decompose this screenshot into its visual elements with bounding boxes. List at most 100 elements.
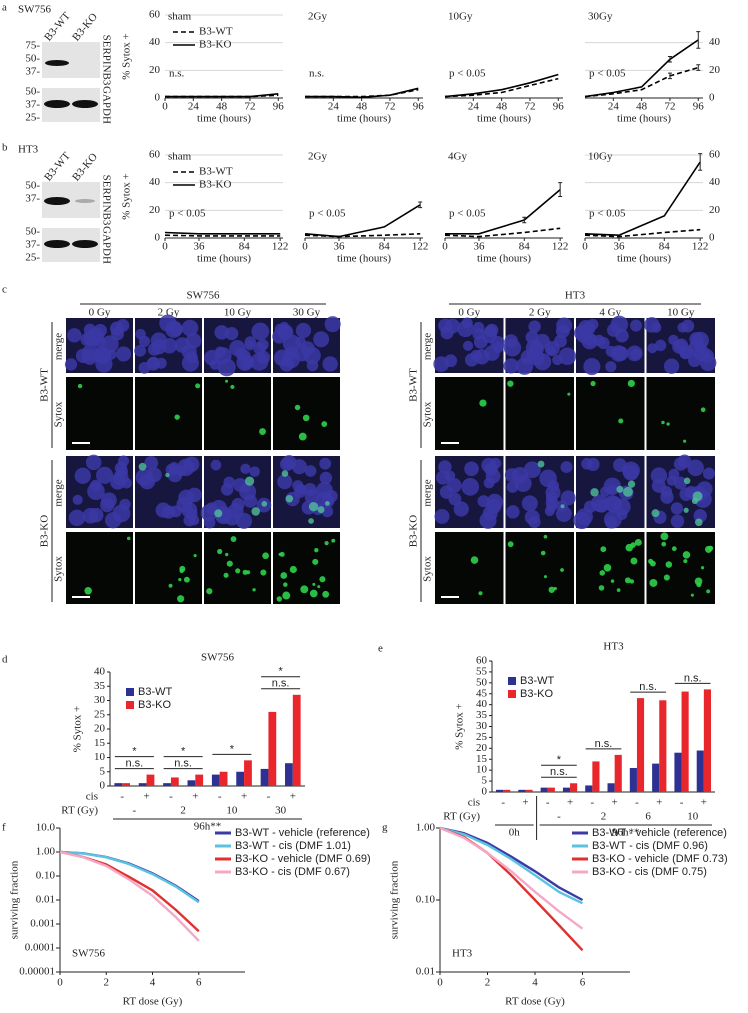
y-axis-label: % Sytox + bbox=[454, 703, 466, 750]
x-tick-label: 72 bbox=[524, 101, 535, 113]
annotation: p < 0.05 bbox=[589, 68, 626, 80]
dead-cell bbox=[285, 494, 294, 503]
x-axis-label: time (hours) bbox=[197, 253, 251, 265]
panel-title: 2Gy bbox=[308, 151, 327, 163]
sytox-cell bbox=[225, 379, 229, 383]
channel-label: Sytox bbox=[422, 401, 434, 427]
y-tick-label: 20 bbox=[476, 742, 488, 754]
nucleus bbox=[644, 317, 660, 333]
sytox-cell bbox=[177, 595, 185, 603]
sytox-cell bbox=[543, 534, 548, 539]
panel-letter: c bbox=[2, 284, 7, 296]
y-tick-label: 40 bbox=[709, 176, 721, 188]
y-tick-label: 35 bbox=[476, 709, 488, 721]
y-tick-label: 5 bbox=[482, 775, 488, 787]
nucleus bbox=[558, 347, 577, 366]
y-tick-label: 60 bbox=[709, 149, 721, 161]
nucleus bbox=[251, 322, 270, 341]
genotype-label: B3-WT bbox=[39, 368, 51, 402]
y-tick-label: 0 bbox=[709, 232, 715, 244]
nucleus bbox=[72, 494, 83, 505]
nucleus bbox=[610, 315, 629, 334]
legend-label: B3-WT - cis (DMF 1.01) bbox=[235, 840, 351, 852]
sytox-cell bbox=[507, 541, 514, 548]
time-label: 96h** bbox=[194, 821, 222, 833]
sytox-image bbox=[646, 377, 715, 450]
nucleus bbox=[229, 339, 246, 357]
y-tick-label: 30 bbox=[476, 720, 488, 732]
cis-label: + bbox=[522, 797, 528, 809]
y-axis-label: % Sytox + bbox=[121, 33, 133, 80]
dose-label: 2 Gy bbox=[529, 307, 551, 319]
nucleus bbox=[214, 346, 226, 358]
nucleus bbox=[116, 319, 130, 332]
y-tick-label: 60 bbox=[149, 149, 161, 161]
series-line bbox=[444, 77, 559, 98]
nucleus bbox=[521, 495, 538, 512]
nucleus bbox=[203, 516, 216, 529]
y-tick-label: 0.01 bbox=[416, 966, 435, 978]
x-tick-label: 6 bbox=[196, 977, 202, 989]
series-line bbox=[439, 826, 584, 930]
bar bbox=[268, 711, 277, 786]
error-bar bbox=[558, 182, 563, 197]
nucleus bbox=[116, 346, 132, 362]
y-tick-label: 40 bbox=[476, 698, 488, 710]
band bbox=[44, 240, 70, 248]
nucleus bbox=[433, 356, 450, 372]
sytox-cell bbox=[260, 569, 267, 576]
legend-label: B3-WT - cis (DMF 0.96) bbox=[592, 840, 708, 852]
legend-label: B3-KO - cis (DMF 0.75) bbox=[592, 866, 707, 878]
x-tick-label: 0 bbox=[582, 241, 588, 253]
bar bbox=[503, 789, 511, 792]
x-axis-label: time (hours) bbox=[617, 253, 671, 265]
channel-label: merge bbox=[53, 333, 65, 360]
band bbox=[72, 240, 98, 248]
bar bbox=[570, 783, 578, 792]
series-line bbox=[439, 826, 584, 902]
sytox-cell bbox=[671, 546, 677, 552]
block-title: SW756 bbox=[187, 290, 221, 302]
rt-label: 2 bbox=[601, 811, 607, 823]
x-axis-label: time (hours) bbox=[197, 113, 251, 125]
sytox-cell bbox=[630, 542, 636, 548]
protein-label: SERPINB3 bbox=[100, 175, 112, 226]
protein-label: SERPINB3 bbox=[100, 35, 112, 86]
y-tick-label: 0.001 bbox=[30, 918, 55, 930]
nucleus bbox=[319, 471, 333, 485]
rt-label: 10 bbox=[226, 805, 238, 817]
marker-label: 37- bbox=[25, 66, 40, 78]
nucleus bbox=[474, 349, 490, 365]
sytox-cell bbox=[225, 552, 229, 557]
panel-title: 4Gy bbox=[448, 151, 467, 163]
sytox-cell bbox=[206, 588, 213, 595]
legend-swatch bbox=[126, 701, 134, 709]
sytox-image bbox=[435, 377, 504, 450]
series-line bbox=[59, 850, 200, 942]
x-tick-label: 24 bbox=[328, 101, 340, 113]
series-line bbox=[305, 87, 419, 99]
panel-letter: f bbox=[2, 822, 6, 834]
nucleus bbox=[81, 344, 100, 362]
genotype-label: B3-WT bbox=[408, 368, 420, 402]
nucleus bbox=[506, 481, 519, 493]
bar bbox=[285, 763, 293, 786]
x-tick-label: 72 bbox=[664, 101, 675, 113]
marker-label: 25- bbox=[25, 252, 40, 264]
nucleus bbox=[533, 353, 552, 371]
sytox-cell bbox=[634, 538, 642, 546]
nucleus bbox=[462, 340, 474, 351]
y-tick-label: 20 bbox=[149, 204, 161, 216]
y-tick-label: 20 bbox=[709, 64, 721, 76]
y-tick-label: 10 bbox=[476, 764, 488, 776]
bar bbox=[652, 763, 660, 792]
nucleus bbox=[681, 319, 695, 333]
bar bbox=[696, 750, 704, 792]
dead-cell bbox=[281, 470, 289, 477]
nucleus bbox=[138, 361, 151, 374]
sytox-cell bbox=[319, 576, 326, 583]
legend-label: B3-KO - vehicle (DMF 0.73) bbox=[592, 853, 728, 865]
time-label: 96h** bbox=[612, 827, 640, 839]
nucleus bbox=[605, 496, 623, 513]
bar bbox=[138, 783, 147, 786]
